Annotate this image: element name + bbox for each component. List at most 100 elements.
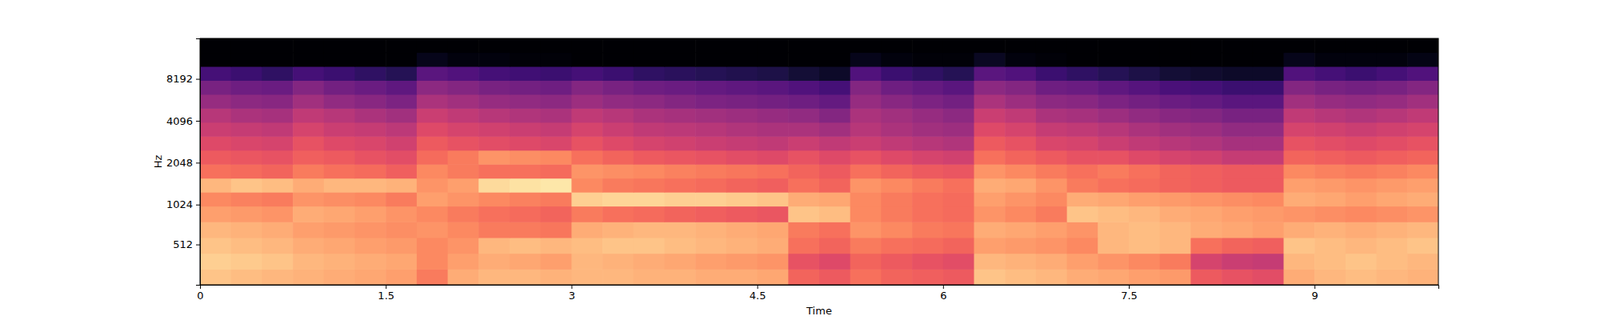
cell: [1160, 136, 1192, 151]
cell: [448, 221, 480, 238]
cell: [1128, 94, 1160, 109]
cell: [880, 221, 912, 238]
cell: [540, 108, 572, 123]
cell: [788, 66, 820, 81]
cell: [1221, 52, 1253, 67]
cell: [695, 164, 727, 179]
cell: [324, 268, 356, 285]
cell: [1407, 253, 1439, 270]
cell: [912, 206, 944, 223]
cell: [880, 66, 912, 81]
cell: [355, 122, 387, 137]
cell: [1190, 178, 1222, 193]
cell: [695, 38, 727, 53]
cell: [850, 38, 882, 53]
cell: [695, 178, 727, 193]
cell: [324, 206, 356, 223]
cell: [1252, 206, 1284, 223]
tick: 4.5: [749, 284, 767, 302]
cell: [231, 38, 263, 53]
cell: [1314, 80, 1346, 95]
cell: [912, 268, 944, 285]
cell: [602, 52, 634, 67]
cell: [571, 164, 603, 179]
cell: [1221, 192, 1253, 207]
cell: [633, 206, 665, 223]
cell: [602, 66, 634, 81]
cell: [850, 94, 882, 109]
cell: [602, 164, 634, 179]
cell: [1128, 108, 1160, 123]
cell: [1004, 122, 1036, 137]
cell: [912, 150, 944, 165]
cell: [324, 108, 356, 123]
cell: [943, 136, 975, 151]
cell: [292, 94, 324, 109]
cell: [880, 237, 912, 254]
cell: [1190, 80, 1222, 95]
cell: [1314, 237, 1346, 254]
cell: [757, 206, 789, 223]
cell: [1345, 122, 1377, 137]
cell: [943, 150, 975, 165]
cell: [943, 66, 975, 81]
tick: 9: [1312, 284, 1319, 302]
cell: [200, 94, 232, 109]
cell: [571, 253, 603, 270]
tick: 2048: [166, 156, 200, 169]
cell: [819, 80, 851, 95]
cell: [448, 80, 480, 95]
cell: [571, 206, 603, 223]
cell: [1160, 192, 1192, 207]
cell: [416, 150, 448, 165]
cell: [448, 206, 480, 223]
cell: [1252, 237, 1284, 254]
cell: [602, 268, 634, 285]
cell: [695, 237, 727, 254]
cell: [943, 192, 975, 207]
cell: [416, 268, 448, 285]
cell: [416, 221, 448, 238]
cell: [448, 150, 480, 165]
cell: [1097, 268, 1129, 285]
cell: [385, 178, 417, 193]
cell: [912, 66, 944, 81]
cell: [540, 136, 572, 151]
cell: [974, 192, 1006, 207]
cell: [974, 136, 1006, 151]
cell: [850, 178, 882, 193]
cell: [324, 253, 356, 270]
cell: [478, 206, 510, 223]
cell: [1221, 221, 1253, 238]
cell: [261, 253, 293, 270]
cell: [416, 136, 448, 151]
cell: [571, 52, 603, 67]
cell: [292, 136, 324, 151]
cell: [571, 221, 603, 238]
y-axis-title: Hz: [152, 155, 164, 169]
cell: [1004, 192, 1036, 207]
cell: [261, 150, 293, 165]
cell: [385, 38, 417, 53]
cell: [1221, 237, 1253, 254]
cell: [540, 221, 572, 238]
cell: [416, 52, 448, 67]
cell: [509, 206, 541, 223]
cell: [231, 108, 263, 123]
cell: [571, 80, 603, 95]
cell: [788, 52, 820, 67]
cell: [292, 253, 324, 270]
cell: [324, 94, 356, 109]
cell: [1252, 178, 1284, 193]
cell: [292, 237, 324, 254]
cell: [602, 178, 634, 193]
cell: [819, 136, 851, 151]
cell: [200, 38, 232, 53]
cell: [912, 178, 944, 193]
cell: [695, 221, 727, 238]
cell: [1036, 164, 1068, 179]
cell: [1345, 221, 1377, 238]
cell: [1160, 164, 1192, 179]
cell: [1128, 206, 1160, 223]
cell: [385, 136, 417, 151]
